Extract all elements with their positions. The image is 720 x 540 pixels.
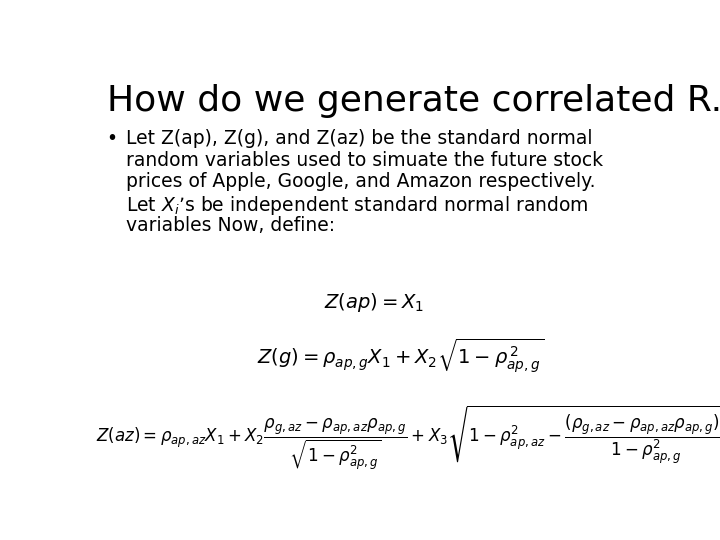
Text: prices of Apple, Google, and Amazon respectively.: prices of Apple, Google, and Amazon resp…: [126, 172, 595, 192]
Text: $Z(ap) = X_1$: $Z(ap) = X_1$: [324, 292, 424, 314]
Text: random variables used to simuate the future stock: random variables used to simuate the fut…: [126, 151, 603, 170]
Text: variables Now, define:: variables Now, define:: [126, 216, 336, 235]
Text: •: •: [107, 129, 118, 149]
Text: Let Z(ap), Z(g), and Z(az) be the standard normal: Let Z(ap), Z(g), and Z(az) be the standa…: [126, 129, 593, 149]
Text: $Z(g) = \rho_{ap,g}X_1 + X_2\sqrt{1 - \rho_{ap,g}^{\,2}}$: $Z(g) = \rho_{ap,g}X_1 + X_2\sqrt{1 - \r…: [258, 337, 544, 375]
Text: $Z(az) = \rho_{ap,az}X_1 + X_2\dfrac{\rho_{g,az} - \rho_{ap,az}\rho_{ap,g}}{\sqr: $Z(az) = \rho_{ap,az}X_1 + X_2\dfrac{\rh…: [96, 404, 720, 472]
Text: How do we generate correlated R.V.’s?: How do we generate correlated R.V.’s?: [107, 84, 720, 118]
Text: Let $X_i$’s be independent standard normal random: Let $X_i$’s be independent standard norm…: [126, 194, 589, 217]
